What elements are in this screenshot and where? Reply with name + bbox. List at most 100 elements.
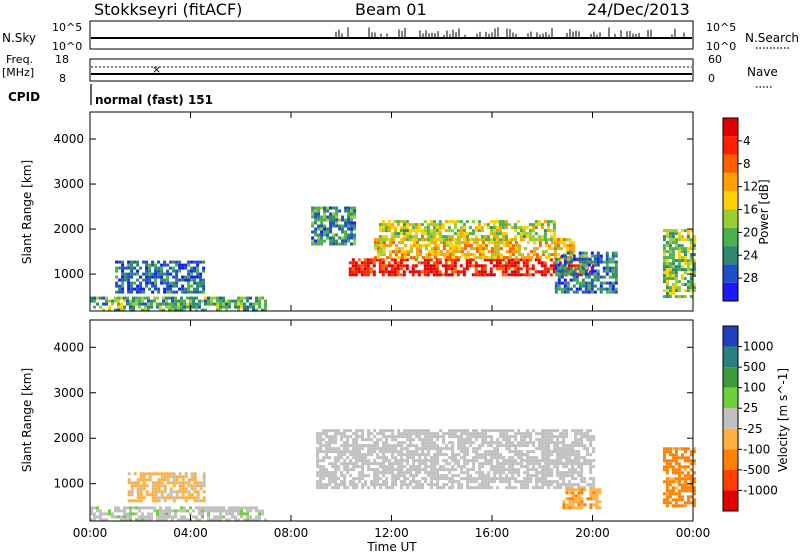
heatmap-cell [683,477,687,481]
heatmap-cell [671,259,675,263]
colorbar-tick-label: -500 [743,463,770,477]
heatmap-cell [565,462,569,466]
heatmap-cell [427,435,431,439]
heatmap-cell [683,289,687,293]
heatmap-cell [126,518,129,522]
heatmap-cell [492,220,496,224]
heatmap-cell [352,453,356,457]
heatmap-cell [264,302,267,306]
heatmap-cell [442,465,446,469]
heatmap-cell [355,462,359,466]
heatmap-cell [334,456,338,460]
heatmap-cell [454,480,458,484]
heatmap-cell [453,220,457,224]
heatmap-cell [502,435,506,439]
heatmap-cell [139,499,143,503]
heatmap-cell [421,438,425,442]
heatmap-cell [442,477,446,481]
heatmap-cell [163,499,167,503]
heatmap-cell [93,512,96,516]
heatmap-cell [433,468,437,472]
heatmap-cell [328,435,332,439]
heatmap-cell [486,273,490,277]
heatmap-cell [520,459,524,463]
heatmap-cell [614,260,618,264]
heatmap-cell [129,302,132,306]
heatmap-cell [190,260,194,264]
heatmap-cell [680,453,684,457]
heatmap-cell [130,284,134,288]
heatmap-cell [559,477,563,481]
heatmap-cell [480,273,484,277]
heatmap-cell [376,471,380,475]
heatmap-cell [575,290,579,294]
heatmap-cell [249,515,252,519]
heatmap-cell [382,429,386,433]
heatmap-cell [415,450,419,454]
heatmap-cell [468,258,472,262]
heatmap-cell [180,308,183,312]
heatmap-cell [468,264,472,268]
heatmap-cell [331,486,335,490]
heatmap-cell [442,486,446,490]
heatmap-cell [240,506,243,510]
heatmap-cell [596,257,600,261]
heatmap-cell [153,296,156,300]
heatmap-cell [553,244,557,248]
heatmap-cell [540,261,544,265]
heatmap-cell [139,493,143,497]
heatmap-cell [457,256,461,260]
heatmap-cell [478,435,482,439]
heatmap-cell [171,302,174,306]
heatmap-cell [415,444,419,448]
heatmap-cell [391,465,395,469]
heatmap-cell [334,432,338,436]
heatmap-cell [420,270,424,274]
heatmap-cell [505,435,509,439]
heatmap-cell [378,267,382,271]
heatmap-cell [466,432,470,436]
heatmap-cell [438,270,442,274]
heatmap-cell [435,226,439,230]
heatmap-cell [557,269,561,273]
heatmap-cell [692,462,696,466]
heatmap-cell [195,305,198,309]
heatmap-cell [438,232,442,236]
heatmap-cell [590,254,594,258]
heatmap-cell [496,247,500,251]
heatmap-cell [358,477,362,481]
heatmap-cell [240,299,243,303]
heatmap-cell [246,506,249,510]
heatmap-cell [580,438,584,442]
heatmap-cell [686,232,690,236]
heatmap-cell [662,289,666,293]
heatmap-cell [537,261,541,265]
heatmap-cell [523,483,527,487]
heatmap-cell [121,287,125,291]
heatmap-cell [412,429,416,433]
heatmap-cell [150,305,153,309]
heatmap-cell [614,281,618,285]
heatmap-cell [121,272,125,276]
heatmap-cell [326,230,330,234]
heatmap-cell [346,450,350,454]
heatmap-cell [568,488,572,492]
heatmap-cell [117,506,120,510]
heatmap-cell [569,269,573,273]
heatmap-cell [665,274,669,278]
heatmap-cell [562,241,566,245]
heatmap-cell [674,498,678,502]
heatmap-cell [571,429,575,433]
heatmap-cell [556,447,560,451]
heatmap-cell [136,499,140,503]
heatmap-cell [683,250,687,254]
heatmap-cell [525,235,529,239]
heatmap-cell [532,247,536,251]
heatmap-cell [460,435,464,439]
heatmap-cell [175,272,179,276]
heatmap-cell [132,506,135,510]
heatmap-cell [196,287,200,291]
heatmap-cell [153,299,156,303]
heatmap-cell [135,299,138,303]
heatmap-cell [355,459,359,463]
